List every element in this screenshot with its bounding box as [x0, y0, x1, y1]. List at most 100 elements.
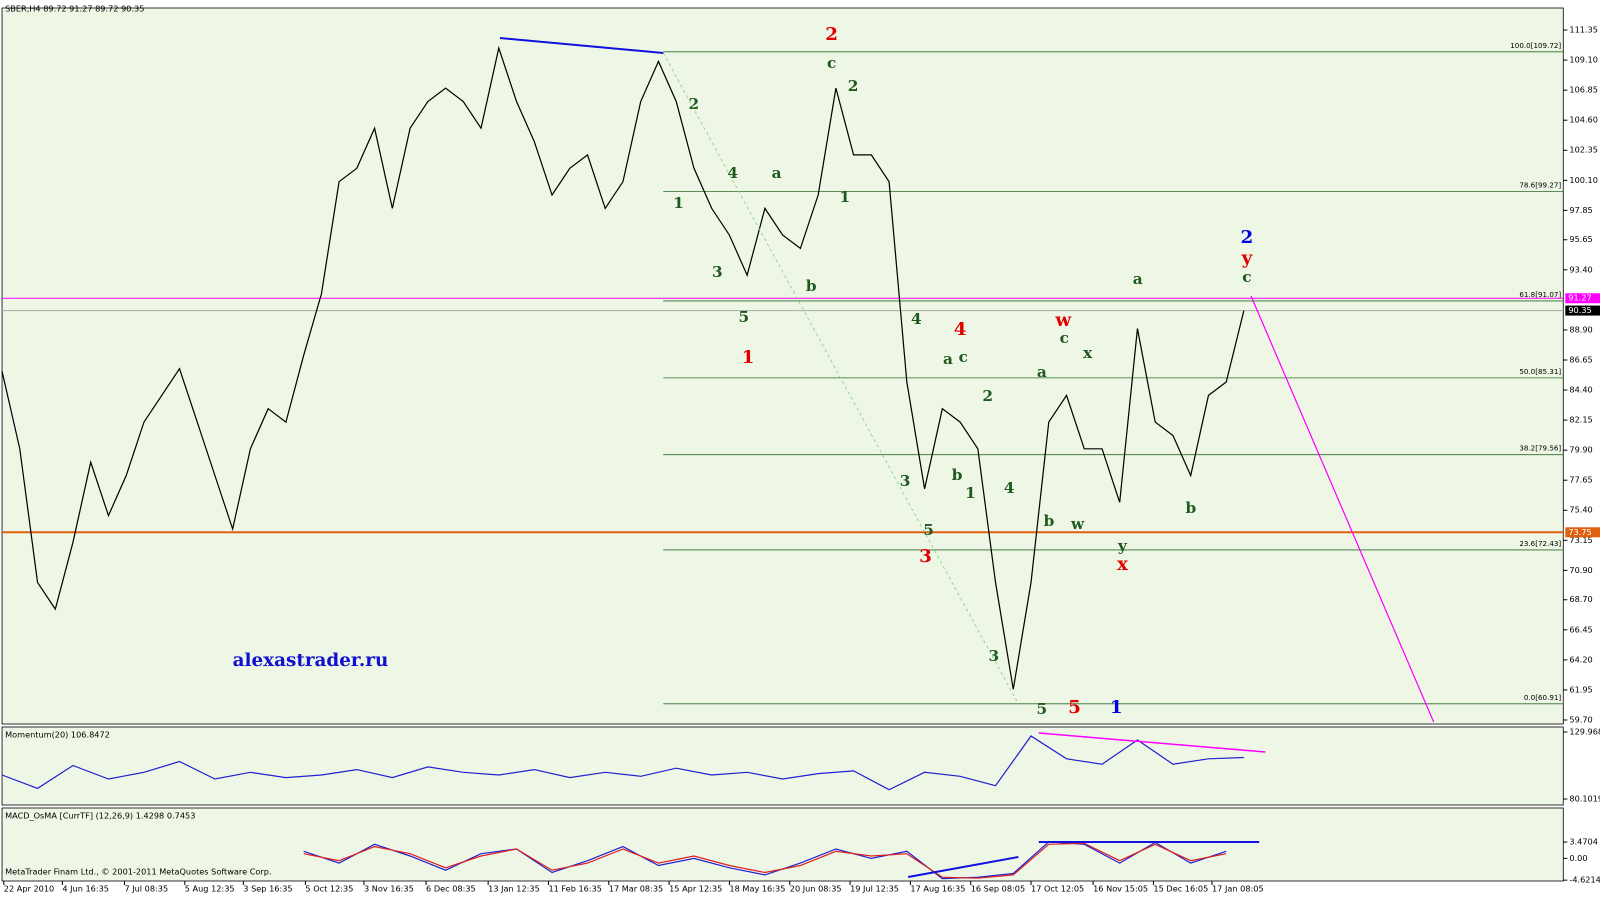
wave-label: y: [1117, 537, 1128, 555]
y-tick-label: 86.65: [1569, 355, 1592, 365]
wave-label: 3: [900, 472, 911, 490]
x-tick-label: 20 Jun 08:35: [790, 884, 842, 894]
x-tick-label: 17 Jan 08:05: [1212, 884, 1264, 894]
y-tick-label: 0.00: [1569, 853, 1587, 863]
y-tick-label: -4.6214: [1569, 875, 1600, 885]
wave-label: c: [1242, 268, 1251, 286]
wave-label: 4: [1004, 479, 1015, 497]
indicator-title: Momentum(20) 106.8472: [5, 730, 110, 740]
x-tick-label: 18 May 16:35: [729, 884, 785, 894]
y-tick-label: 3.4704: [1569, 837, 1598, 847]
x-tick-label: 6 Dec 08:35: [426, 884, 476, 894]
wave-label: a: [1037, 363, 1047, 381]
wave-label: x: [1117, 554, 1128, 575]
wave-label: a: [1133, 270, 1143, 288]
fib-label: 100.0[109.72]: [1510, 41, 1561, 50]
wave-label: 2: [689, 95, 700, 113]
wave-label: 5: [1068, 697, 1081, 718]
y-tick-label: 102.35: [1569, 145, 1598, 155]
x-tick-label: 13 Jan 12:35: [488, 884, 540, 894]
indicator-title: MACD_OsMA [CurrTF] (12,26,9) 1.4298 0.74…: [5, 811, 195, 821]
y-tick-label: 59.70: [1569, 715, 1592, 725]
price-tag-label: 90.35: [1568, 305, 1591, 315]
x-tick-label: 5 Oct 12:35: [305, 884, 353, 894]
y-tick-label: 111.35: [1569, 25, 1598, 35]
wave-label: 1: [840, 188, 851, 206]
price-tag: [1565, 293, 1600, 304]
x-tick-label: 17 Mar 08:35: [609, 884, 663, 894]
data-line: [1, 45, 1245, 690]
fib-label: 50.0[85.31]: [1519, 367, 1561, 376]
wave-label: b: [1185, 499, 1196, 517]
y-tick-label: 88.90: [1569, 324, 1592, 334]
price-tag: [1565, 527, 1600, 538]
wave-label: b: [952, 466, 963, 484]
x-tick-label: 15 Dec 16:05: [1153, 884, 1208, 894]
wave-label: w: [1054, 310, 1071, 331]
wave-label: 5: [1037, 700, 1048, 718]
wave-label: 4: [727, 164, 738, 182]
wave-label: 3: [712, 263, 723, 281]
data-line: [1, 735, 1244, 791]
chart-title: SBER,H4 89.72 91.27 89.72 90.35: [5, 4, 144, 14]
watermark: alexastrader.ru: [233, 650, 389, 671]
x-tick-label: 3 Sep 16:35: [243, 884, 292, 894]
price-tag-label: 91.27: [1568, 293, 1591, 303]
data-line: [303, 842, 1227, 879]
y-tick-label: 80.1019: [1569, 794, 1600, 804]
y-tick-label: 95.65: [1569, 234, 1592, 244]
wave-label: 1: [965, 484, 976, 502]
plot-layer: 111.35 109.10 106.85 104.60 102.35 100.10 97.8…: [1, 24, 1600, 894]
wave-label: 3: [919, 546, 932, 567]
wave-label: 4: [911, 310, 922, 328]
wave-label: 2: [982, 387, 993, 405]
wave-label: 1: [1110, 697, 1123, 718]
fib-label: 23.6[72.43]: [1519, 539, 1561, 548]
wave-label: 5: [923, 521, 934, 539]
x-tick-label: 15 Apr 12:35: [669, 884, 722, 894]
y-tick-label: 75.40: [1569, 505, 1592, 515]
wave-label: 2: [825, 24, 838, 45]
price-tag-label: 73.75: [1568, 527, 1591, 537]
y-tick-label: 93.40: [1569, 264, 1592, 274]
x-tick-label: 4 Jun 16:35: [62, 884, 109, 894]
x-tick-label: 3 Nov 16:35: [364, 884, 414, 894]
y-tick-label: 97.85: [1569, 205, 1592, 215]
fib-label: 38.2[79.56]: [1519, 444, 1561, 453]
wave-label: 1: [742, 347, 755, 368]
trend-line: [1250, 295, 1435, 723]
trend-line: [1038, 732, 1266, 753]
y-tick-label: 84.40: [1569, 385, 1592, 395]
footer: MetaTrader Finam Ltd., © 2001-2011 MetaQ…: [5, 867, 271, 877]
y-tick-label: 66.45: [1569, 624, 1592, 634]
x-tick-label: 16 Sep 08:05: [971, 884, 1025, 894]
wave-label: a: [772, 164, 782, 182]
wave-label: y: [1241, 248, 1253, 269]
y-tick-label: 64.20: [1569, 654, 1592, 664]
wave-label: 5: [739, 308, 750, 326]
wave-label: b: [1044, 512, 1055, 530]
wave-label: 4: [954, 319, 967, 340]
y-tick-label: 61.95: [1569, 684, 1592, 694]
price-tag: [1565, 305, 1600, 316]
y-tick-label: 82.15: [1569, 415, 1592, 425]
x-tick-label: 22 Apr 2010: [4, 884, 54, 894]
y-tick-label: 104.60: [1569, 115, 1598, 125]
x-tick-label: 5 Aug 12:35: [185, 884, 235, 894]
trend-line: [499, 37, 664, 54]
fib-label: 0.0[60.91]: [1524, 693, 1562, 702]
wave-label: 2: [848, 77, 859, 95]
x-tick-label: 17 Oct 12:05: [1031, 884, 1084, 894]
wave-label: c: [827, 54, 836, 72]
trend-line: [907, 856, 1019, 878]
fib-label: 78.6[99.27]: [1519, 180, 1561, 189]
wave-label: c: [959, 348, 968, 366]
wave-label: b: [806, 277, 817, 295]
main-panel: [1, 7, 1564, 725]
x-tick-label: 19 Jul 12:35: [850, 884, 899, 894]
y-tick-label: 100.10: [1569, 175, 1598, 185]
y-tick-label: 106.85: [1569, 85, 1598, 95]
fib-label: 61.8[91.07]: [1519, 290, 1561, 299]
